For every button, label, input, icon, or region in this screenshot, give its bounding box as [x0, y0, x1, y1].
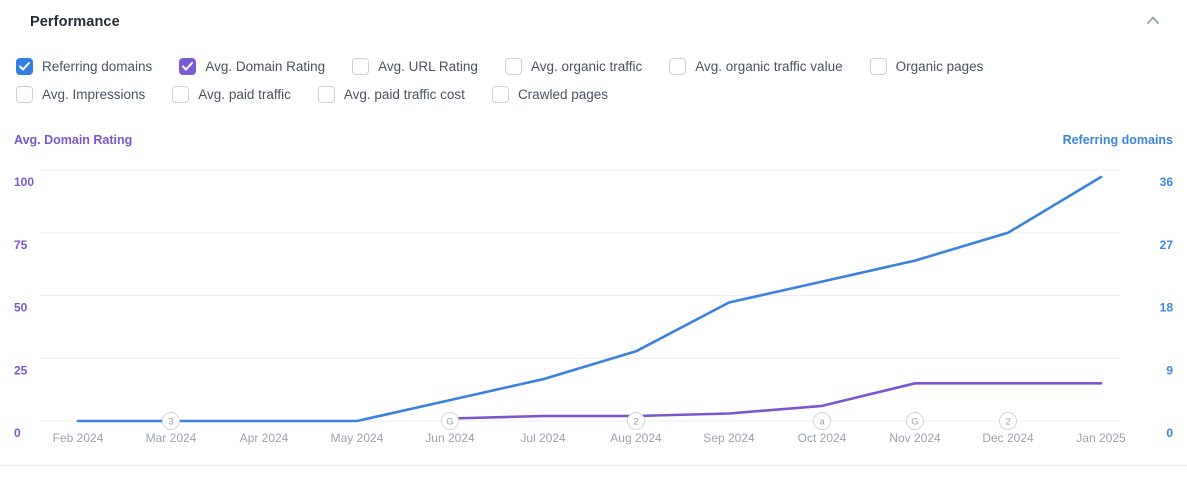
x-axis-month-label: Jun 2024	[425, 431, 475, 445]
right-axis-tick: 0	[1166, 426, 1173, 440]
left-axis-tick: 0	[14, 426, 21, 440]
event-marker-glyph: a	[819, 417, 825, 428]
checked-checkbox-icon[interactable]	[179, 58, 197, 75]
x-axis-month-label: Jan 2025	[1076, 431, 1126, 445]
metric-label: Avg. paid traffic cost	[343, 87, 465, 102]
line-series-avg-domain-rating	[448, 382, 1103, 420]
metric-label: Avg. Impressions	[42, 87, 146, 102]
unchecked-checkbox-icon[interactable]	[352, 58, 370, 75]
metric-checkbox-avg-impressions[interactable]: Avg. Impressions	[16, 86, 145, 103]
panel-bottom-divider	[0, 465, 1187, 466]
right-axis-tick: 36	[1160, 175, 1174, 189]
x-axis-month-label: Nov 2024	[889, 431, 941, 445]
unchecked-checkbox-icon[interactable]	[16, 86, 33, 103]
metric-label: Avg. paid traffic	[198, 87, 291, 102]
line-series-referring-domains	[76, 175, 1103, 423]
left-axis-tick: 75	[14, 238, 28, 252]
unchecked-checkbox-icon[interactable]	[317, 86, 335, 103]
metric-checkbox-avg-url-rating[interactable]: Avg. URL Rating	[352, 58, 478, 75]
metric-label: Referring domains	[42, 59, 153, 74]
unchecked-checkbox-icon[interactable]	[869, 58, 887, 75]
metric-label: Avg. organic traffic	[530, 59, 643, 74]
metric-label: Crawled pages	[517, 87, 608, 102]
metric-label: Avg. URL Rating	[378, 59, 478, 74]
left-axis-title: Avg. Domain Rating	[14, 133, 133, 147]
event-marker-2[interactable]: 2	[999, 412, 1017, 430]
x-axis-month-label: Dec 2024	[982, 431, 1034, 445]
metric-checkbox-avg-paid-traffic[interactable]: Avg. paid traffic	[172, 86, 291, 103]
event-marker-circle[interactable]	[627, 412, 645, 430]
metric-checkbox-group: Referring domains Avg. Domain Rating Avg. …	[16, 58, 1171, 114]
metric-checkbox-avg-organic-traffic-value[interactable]: Avg. organic traffic value	[669, 58, 843, 75]
left-axis-tick: 25	[14, 363, 28, 377]
performance-chart: 0 25 50 75 100 0 9 18 27 36 Feb 2024 Mar 2024 Apr 20…	[0, 150, 1187, 474]
event-marker-g[interactable]: G	[906, 412, 924, 430]
axis-titles: Avg. Domain Rating Referring domains	[14, 133, 1173, 147]
metric-checkbox-avg-paid-traffic-cost[interactable]: Avg. paid traffic cost	[317, 86, 465, 103]
right-axis-tick: 27	[1160, 238, 1174, 252]
unchecked-checkbox-icon[interactable]	[491, 86, 509, 103]
event-marker-circle[interactable]	[813, 412, 831, 430]
event-marker-glyph: 2	[1005, 417, 1010, 428]
chevron-up-icon	[1145, 13, 1161, 32]
event-marker-circle[interactable]	[906, 412, 924, 430]
x-axis-month-label: May 2024	[331, 431, 384, 445]
metric-row-2: Avg. Impressions Avg. paid traffic Avg. pa…	[16, 86, 1171, 103]
unchecked-checkbox-icon[interactable]	[172, 86, 190, 103]
metric-label: Avg. organic traffic value	[695, 59, 843, 74]
checked-checkbox-icon[interactable]	[16, 58, 33, 75]
left-axis-tick: 100	[14, 175, 34, 189]
chart-canvas: 0 25 50 75 100 0 9 18 27 36 Feb 2024 Mar 2024 Apr 20…	[14, 169, 1174, 445]
unchecked-checkbox-icon[interactable]	[504, 58, 522, 75]
metric-checkbox-avg-domain-rating[interactable]: Avg. Domain Rating	[179, 58, 325, 75]
event-marker-circle[interactable]	[162, 412, 180, 430]
panel-title: Performance	[30, 14, 120, 30]
panel-header: Performance	[30, 12, 1163, 32]
metric-label: Avg. Domain Rating	[205, 59, 326, 74]
event-marker-glyph: 2	[633, 417, 638, 428]
event-marker-2[interactable]: 2	[627, 412, 645, 430]
event-marker-circle[interactable]	[441, 412, 459, 430]
x-axis-month-label: Feb 2024	[53, 431, 104, 445]
metric-row-1: Referring domains Avg. Domain Rating Avg. …	[16, 58, 1171, 75]
x-axis-month-label: Jul 2024	[520, 431, 566, 445]
event-marker-a[interactable]: a	[813, 412, 831, 430]
metric-checkbox-referring-domains[interactable]: Referring domains	[16, 58, 152, 75]
metric-checkbox-avg-organic-traffic[interactable]: Avg. organic traffic	[504, 58, 643, 75]
right-axis-tick: 9	[1166, 363, 1173, 377]
event-marker-3[interactable]: 3	[162, 412, 180, 430]
collapse-button[interactable]	[1143, 12, 1163, 32]
event-marker-glyph: G	[911, 417, 918, 428]
x-axis-month-label: Oct 2024	[798, 431, 847, 445]
event-marker-glyph: 3	[168, 417, 173, 428]
x-axis-month-label: Mar 2024	[146, 431, 197, 445]
x-axis-month-label: Aug 2024	[610, 431, 662, 445]
x-axis-month-label: Apr 2024	[240, 431, 289, 445]
event-marker-glyph: G	[446, 417, 453, 428]
x-axis-month-label: Sep 2024	[703, 431, 755, 445]
event-marker-g[interactable]: G	[441, 412, 459, 430]
unchecked-checkbox-icon[interactable]	[669, 58, 687, 75]
metric-checkbox-crawled-pages[interactable]: Crawled pages	[491, 86, 608, 103]
right-axis-tick: 18	[1160, 301, 1174, 315]
event-marker-circle[interactable]	[999, 412, 1017, 430]
right-axis-title: Referring domains	[1062, 133, 1173, 147]
metric-label: Organic pages	[895, 59, 984, 74]
metric-checkbox-organic-pages[interactable]: Organic pages	[869, 58, 984, 75]
left-axis-tick: 50	[14, 301, 28, 315]
